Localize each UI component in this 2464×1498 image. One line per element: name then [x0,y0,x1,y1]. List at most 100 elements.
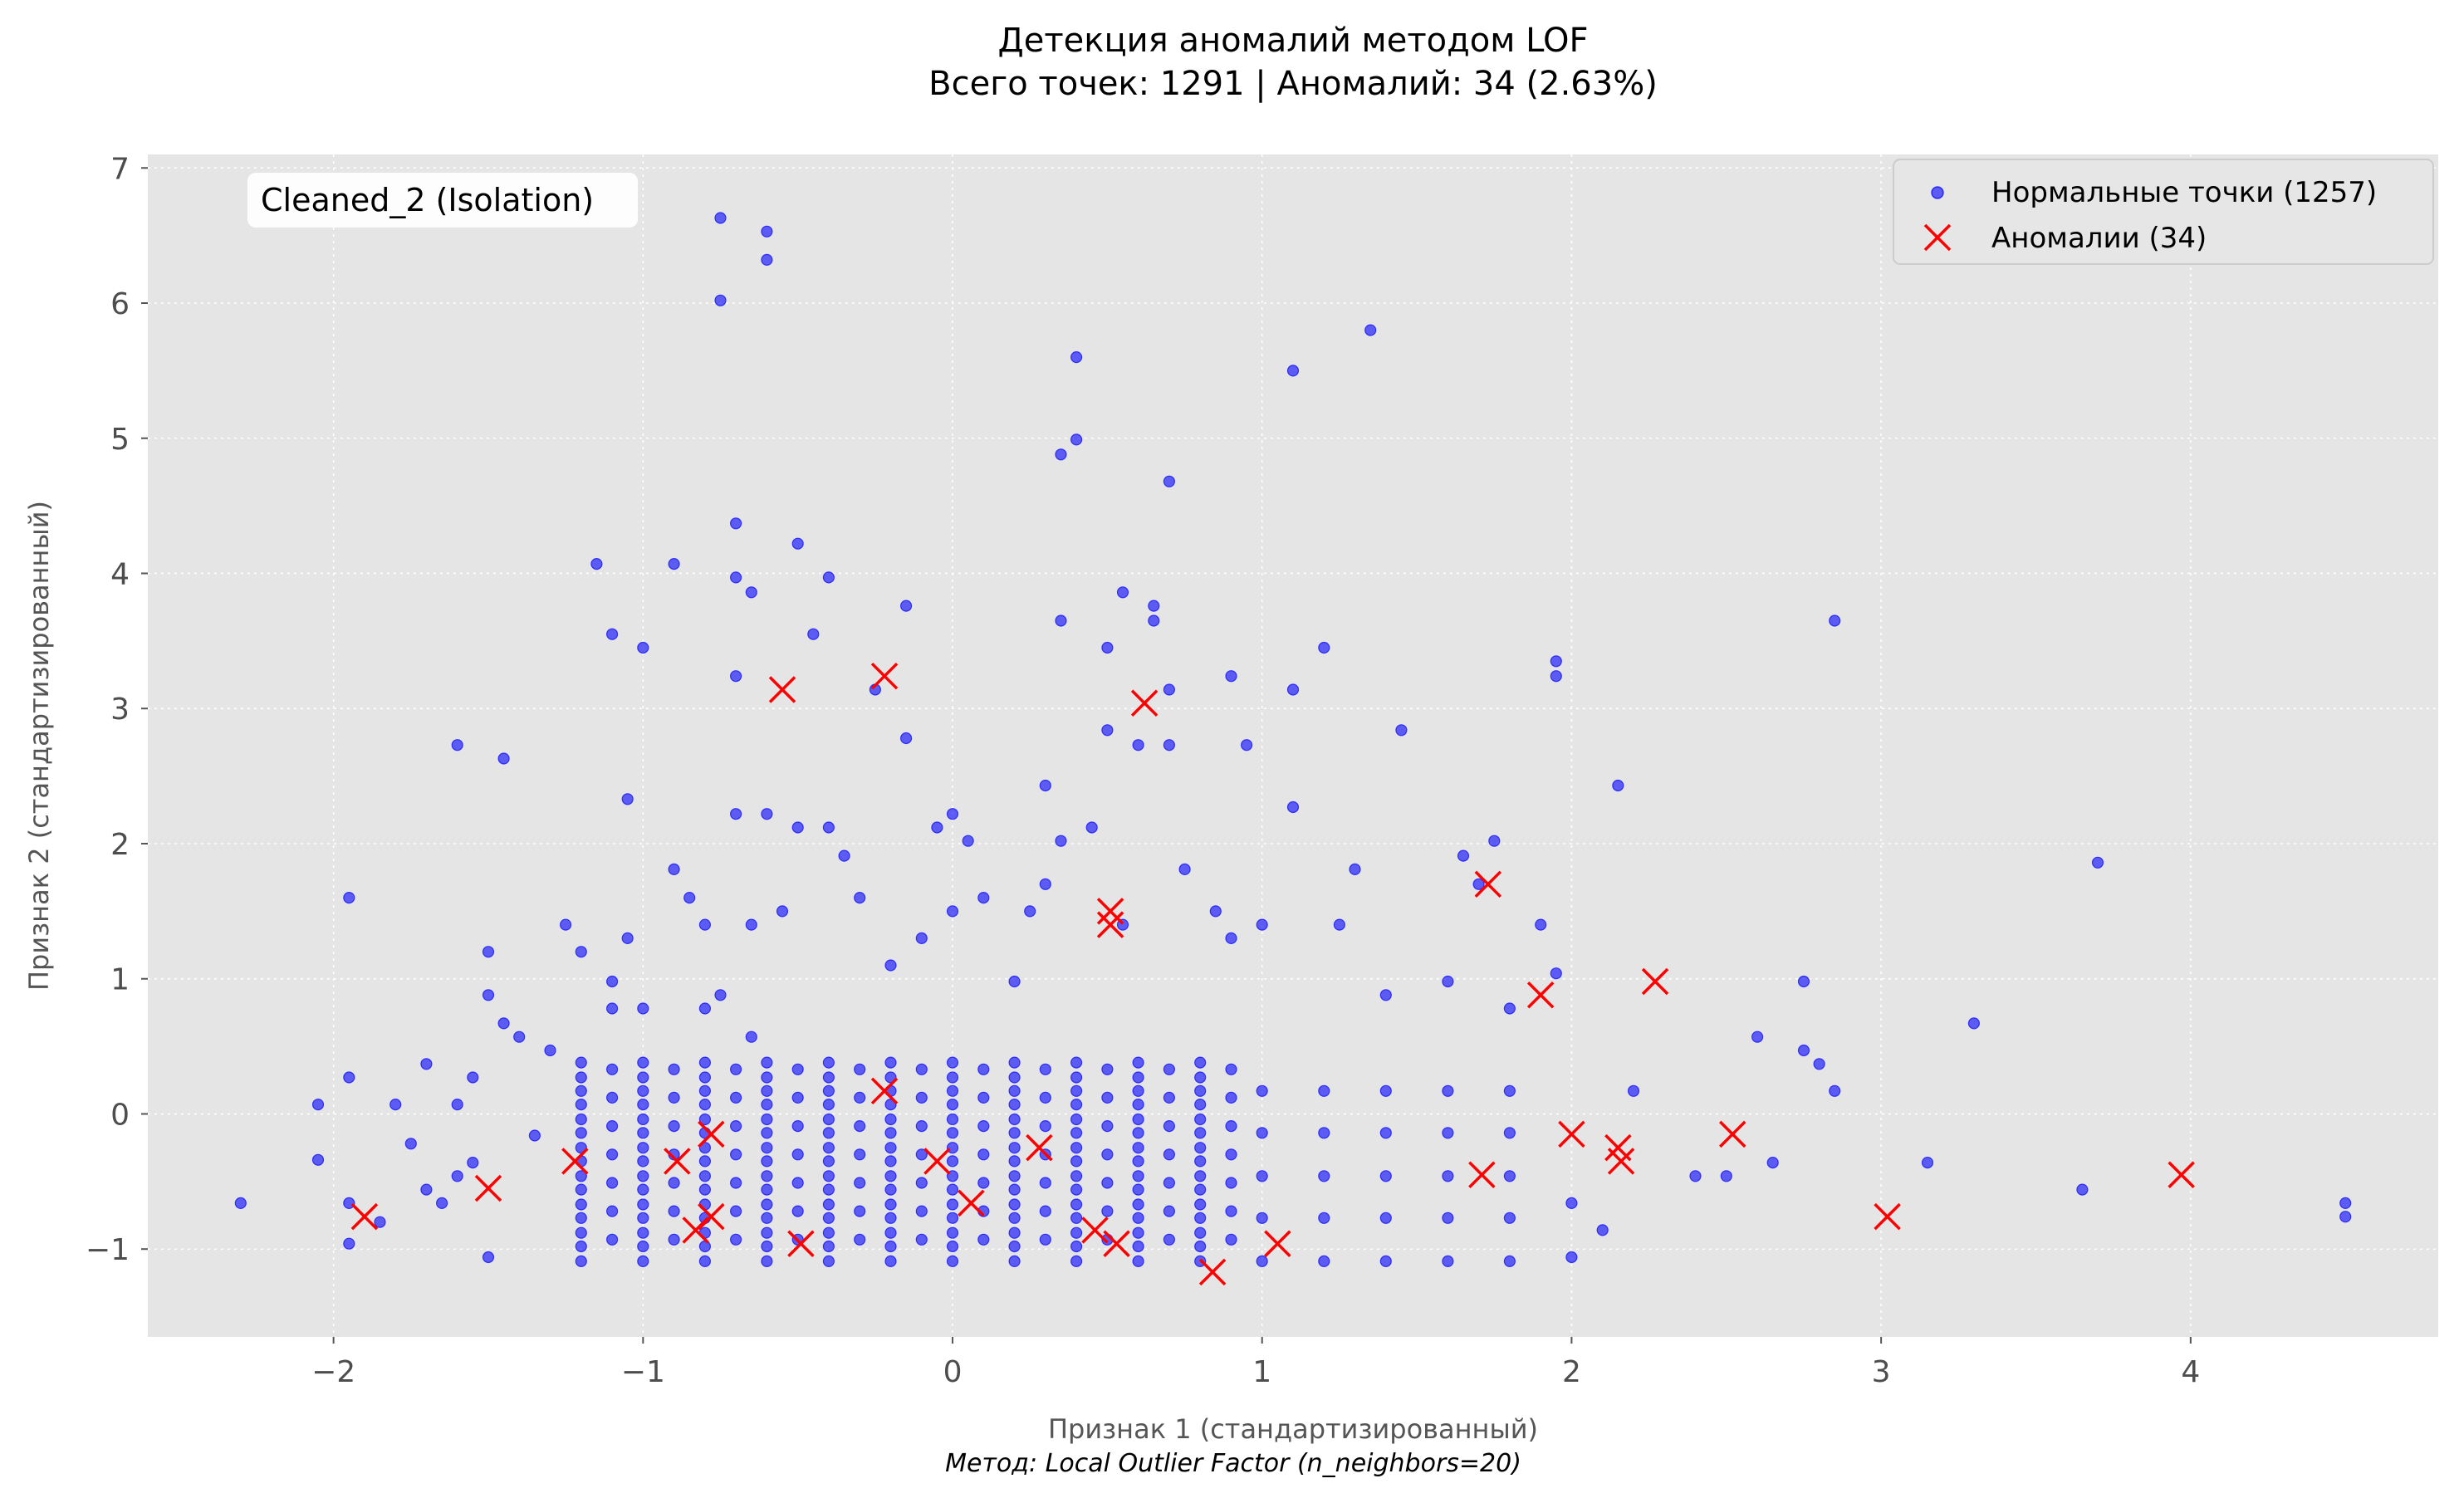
normal-point [575,1127,587,1139]
normal-point [761,1255,773,1268]
normal-point [637,1155,649,1168]
normal-point [1132,1084,1144,1097]
normal-point [1286,683,1300,696]
normal-point [1101,1063,1114,1075]
normal-point [931,821,943,834]
normal-point [482,989,495,1001]
normal-point [1008,1240,1021,1253]
normal-point [605,1233,619,1246]
normal-point [854,1233,866,1246]
anomaly-point [1026,1133,1053,1162]
normal-point [729,1091,742,1104]
normal-point [1070,1056,1083,1069]
normal-point [404,1138,417,1150]
normal-point [1055,614,1067,627]
ticks: −2 −1 0 1 2 3 4 −1 0 1 2 3 4 5 6 7 [86,152,2200,1389]
x-tick-label: 0 [943,1355,963,1389]
normal-point [1163,475,1176,487]
normal-point [761,808,773,820]
normal-point [1766,1156,1779,1169]
legend-normal-label: Нормальные точки (1257) [1991,176,2377,209]
normal-point [745,586,757,599]
normal-point [946,1183,959,1196]
normal-point [915,1063,928,1075]
normal-point [1797,975,1810,988]
normal-point [698,1071,712,1084]
normal-point [637,1170,649,1182]
x-axis-label: Признак 1 (стандартизированный) [1048,1413,1538,1445]
normal-point [668,1091,680,1104]
normal-point [451,739,463,751]
normal-point [575,1084,587,1097]
plot-background [148,154,2438,1337]
normal-point [605,975,619,988]
normal-point [1225,1091,1237,1104]
normal-point [822,1071,835,1084]
normal-point [822,821,835,834]
normal-point [451,1170,463,1182]
y-tick-label: 6 [110,287,130,321]
normal-point [420,1058,433,1070]
normal-point [1024,905,1036,918]
normal-point [1318,1170,1330,1182]
normal-point [1395,724,1408,737]
normal-point [343,891,355,904]
anomaly-point [870,662,899,690]
normal-point [1070,1084,1083,1097]
normal-point [1178,863,1191,876]
normal-point [1163,683,1176,696]
normal-point [1070,1071,1083,1084]
x-tick-label: 1 [1252,1355,1271,1389]
normal-point [637,1142,649,1154]
normal-point [1163,1205,1176,1217]
normal-point [1442,975,1454,988]
normal-point [1194,1142,1207,1154]
normal-point [1225,1148,1237,1161]
y-tick-label: 2 [110,828,130,862]
normal-point [1132,1098,1144,1111]
anomaly-point [664,1148,691,1175]
normal-point [575,1240,587,1253]
normal-point [698,1002,712,1015]
normal-point [1039,779,1051,792]
normal-point [822,1226,835,1239]
anomaly-point [1096,898,1124,925]
normal-point [575,1098,587,1111]
anomaly-point [1081,1217,1109,1244]
y-axis-label: Признак 2 (стандартизированный) [23,501,55,991]
normal-point [946,1155,959,1168]
normal-point [1194,1240,1207,1253]
normal-point [1379,1170,1392,1182]
normal-point [544,1044,556,1057]
normal-point [1132,1056,1144,1069]
normal-point [1379,1127,1392,1139]
normal-point [1194,1113,1207,1126]
normal-point [838,849,850,862]
normal-point [1488,835,1501,847]
normal-point [761,1127,773,1139]
normal-point [1070,1127,1083,1139]
normal-point [1209,905,1222,918]
normal-point [605,1091,619,1104]
normal-point [1070,1142,1083,1154]
normal-point [761,1098,773,1111]
normal-point [1503,1084,1516,1097]
normal-point [1163,1063,1176,1075]
normal-point [1132,1255,1144,1268]
normal-point [1008,1113,1021,1126]
y-tick-label: −1 [86,1233,130,1267]
normal-point [1101,1148,1114,1161]
normal-point [1225,1233,1237,1246]
legend-normal-marker [1931,186,1944,199]
normal-point [1503,1002,1516,1015]
normal-point [822,571,835,584]
normal-point [1503,1212,1516,1224]
anomaly-point [698,1120,725,1148]
normal-point [854,1091,866,1104]
normal-point [714,294,727,306]
normal-point [1132,1071,1144,1084]
anomaly-point [1103,1230,1130,1257]
normal-point [915,1148,928,1161]
normal-point [1070,1183,1083,1196]
normal-point [1132,1198,1144,1211]
